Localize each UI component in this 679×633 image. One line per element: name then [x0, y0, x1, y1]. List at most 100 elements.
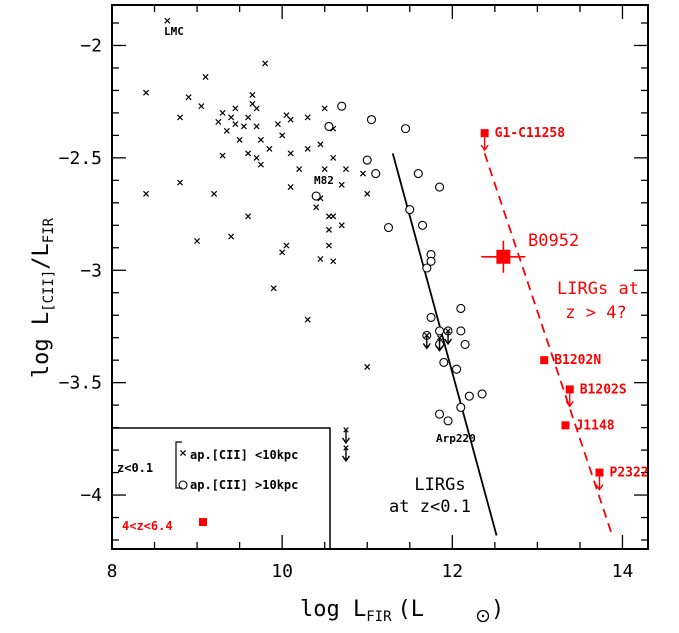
small-aperture-cross: [262, 60, 269, 67]
highz-point: [480, 129, 489, 138]
small-aperture-cross: [240, 123, 247, 130]
local-upper-limit-arrow: [443, 331, 453, 346]
small-aperture-cross: [236, 136, 243, 143]
x-axis-title-sub: FIR: [366, 609, 392, 625]
large-aperture-circle: [464, 391, 474, 401]
large-aperture-circle: [422, 263, 432, 273]
large-aperture-circle: [435, 326, 445, 336]
small-aperture-cross: [232, 121, 239, 128]
highz-upper-limit-arrow: [595, 476, 604, 491]
highz-upper-limit-arrow: [565, 393, 574, 408]
legend-highz-marker: [199, 518, 208, 527]
y-tick-label: −3.5: [59, 373, 102, 394]
large-aperture-circle: [443, 416, 453, 426]
large-aperture-circle: [456, 326, 466, 336]
highz-lirg-fit-line: [483, 153, 614, 536]
large-aperture-circle: [413, 169, 423, 179]
local-limit-cross: [343, 445, 349, 451]
small-aperture-cross: [287, 116, 294, 123]
legend-bracket: [175, 441, 182, 489]
large-aperture-circle: [417, 220, 428, 230]
y-axis-title: log L[CII]/LFIR: [29, 217, 57, 378]
small-aperture-cross: [304, 114, 311, 121]
small-aperture-cross: [279, 249, 286, 256]
x-axis-title-unit-open: (L: [398, 597, 425, 622]
large-aperture-circle: [456, 402, 466, 412]
small-aperture-cross: [257, 136, 264, 143]
large-aperture-circle: [337, 101, 347, 111]
small-aperture-cross: [304, 145, 311, 152]
large-aperture-circle: [311, 191, 321, 201]
large-aperture-circle: [426, 256, 436, 266]
large-aperture-circle: [460, 339, 470, 349]
y-tick-label: −2: [80, 35, 102, 56]
x-axis-title: log LFIR (L ): [300, 597, 504, 625]
small-aperture-cross: [313, 204, 320, 211]
x-tick-label: 10: [271, 561, 293, 582]
small-aperture-cross: [330, 258, 337, 265]
small-aperture-cross: [219, 109, 226, 116]
local-upper-limit-arrow: [422, 336, 431, 350]
small-aperture-cross: [164, 17, 171, 24]
plot-frame: [111, 4, 649, 550]
small-aperture-cross: [274, 121, 281, 128]
lmc-label: LMC: [164, 25, 184, 38]
x-axis-title-unit-close: ): [491, 597, 504, 622]
legend-cross-label: ap.[CII] <10kpc: [190, 448, 298, 462]
small-aperture-cross: [228, 114, 235, 121]
local-limit-cross: [445, 328, 451, 334]
highz-source-label: B1202N: [554, 353, 601, 368]
svg-text:log LFIR(L: log LFIR (L: [300, 597, 424, 625]
highz-upper-limit-arrow: [480, 137, 489, 152]
local-lirg-fit-line: [391, 153, 498, 536]
svg-text:log L[CII]/LFIR: log L[CII]/LFIR: [29, 217, 57, 378]
small-aperture-cross: [317, 255, 324, 263]
small-aperture-cross: [287, 150, 294, 157]
small-aperture-cross: [177, 179, 184, 186]
small-aperture-cross: [249, 100, 256, 107]
legend-circle-marker: [178, 480, 188, 490]
tick-labels: 8 10 12 14 −2 −2.5 −3 −3.5 −4: [59, 35, 634, 582]
y-axis-title-sub2: FIR: [41, 217, 57, 243]
small-aperture-cross: [245, 114, 252, 121]
small-aperture-cross: [330, 213, 337, 220]
x-axis-title-main: log L: [300, 597, 366, 622]
small-aperture-cross: [325, 242, 332, 249]
small-aperture-cross: [249, 91, 256, 98]
highz-source-label: B1202S: [580, 382, 627, 397]
lirgs-low-line2: at z<0.1: [389, 497, 471, 517]
small-aperture-cross: [304, 316, 311, 323]
small-aperture-cross: [270, 285, 277, 292]
local-upper-limit-arrow: [435, 338, 444, 352]
small-aperture-cross: [283, 242, 290, 249]
small-aperture-cross: [364, 190, 371, 197]
highz-point: [540, 356, 549, 365]
highz-point: [595, 468, 604, 477]
small-aperture-cross: [283, 112, 290, 119]
local-limit-cross: [424, 332, 430, 339]
large-aperture-circle: [371, 169, 381, 179]
large-aperture-circle: [435, 409, 445, 419]
highz-point: [496, 249, 511, 264]
local-upper-limit-arrow: [341, 448, 351, 463]
small-aperture-cross: [232, 105, 239, 112]
large-aperture-circle: [452, 364, 462, 374]
sun-symbol: [476, 609, 490, 623]
small-aperture-cross: [253, 154, 260, 161]
small-aperture-cross: [143, 190, 150, 197]
small-aperture-cross: [253, 105, 260, 112]
local-limit-cross: [436, 334, 443, 341]
large-aperture-circle: [435, 182, 445, 192]
large-aperture-circle: [477, 389, 487, 399]
lirgs-high-line1: LIRGs at: [557, 279, 639, 299]
local-upper-limit-arrow: [341, 430, 351, 445]
small-aperture-cross: [245, 150, 252, 157]
highz-source-label: J1148: [575, 418, 614, 433]
local-limit-cross: [343, 427, 349, 433]
legend-redshift-label: z<0.1: [117, 461, 153, 475]
highz-point: [561, 421, 570, 430]
small-aperture-cross: [194, 238, 201, 245]
legend-box: [111, 427, 331, 550]
y-tick-label: −3: [80, 260, 102, 281]
